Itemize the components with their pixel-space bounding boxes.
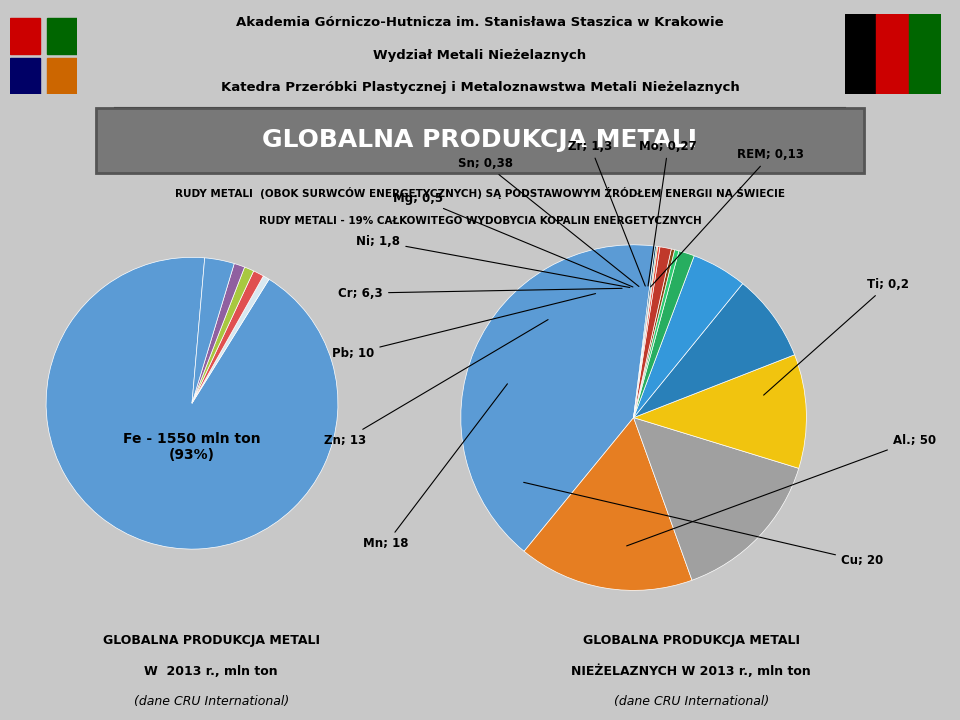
Wedge shape — [634, 251, 694, 418]
Text: Zr; 1,3: Zr; 1,3 — [568, 140, 645, 286]
Text: Sn; 0,38: Sn; 0,38 — [458, 157, 639, 287]
Text: Al.; 50: Al.; 50 — [627, 433, 936, 546]
Wedge shape — [634, 284, 795, 418]
Wedge shape — [461, 245, 655, 552]
Text: Zn; 13: Zn; 13 — [324, 320, 548, 446]
Text: Mn; 18: Mn; 18 — [364, 384, 508, 550]
Text: RUDY METALI - 19% CAŁKOWITEGO WYDOBYCIA KOPALIN ENERGETYCZNYCH: RUDY METALI - 19% CAŁKOWITEGO WYDOBYCIA … — [258, 216, 702, 226]
Text: Ti; 0,2: Ti; 0,2 — [763, 278, 909, 395]
Wedge shape — [46, 257, 338, 549]
Text: NIEŻELAZNYCH W 2013 r., mln ton: NIEŻELAZNYCH W 2013 r., mln ton — [571, 665, 811, 678]
Bar — [876, 14, 909, 94]
Text: GLOBALNA PRODUKCJA METALI: GLOBALNA PRODUKCJA METALI — [583, 634, 800, 647]
Wedge shape — [192, 258, 234, 403]
Wedge shape — [192, 276, 269, 403]
Text: Cr; 6,3: Cr; 6,3 — [339, 287, 622, 300]
Wedge shape — [634, 355, 806, 468]
Bar — [47, 18, 77, 54]
Text: Mo; 0,27: Mo; 0,27 — [639, 140, 697, 286]
Text: REM; 0,13: REM; 0,13 — [651, 148, 804, 287]
Text: GLOBALNA PRODUKCJA METALI: GLOBALNA PRODUKCJA METALI — [262, 128, 698, 153]
Wedge shape — [634, 250, 679, 418]
Bar — [47, 58, 77, 94]
Text: Ni; 1,8: Ni; 1,8 — [356, 235, 630, 287]
Wedge shape — [634, 249, 675, 418]
Bar — [845, 14, 876, 94]
Text: Fe - 1550 mln ton
(93%): Fe - 1550 mln ton (93%) — [123, 432, 261, 462]
Bar — [909, 14, 941, 94]
Wedge shape — [192, 264, 245, 403]
Wedge shape — [634, 247, 671, 418]
Wedge shape — [192, 267, 253, 403]
Text: (dane CRU International): (dane CRU International) — [613, 695, 769, 708]
Text: GLOBALNA PRODUKCJA METALI: GLOBALNA PRODUKCJA METALI — [103, 634, 320, 647]
Wedge shape — [634, 246, 657, 418]
Wedge shape — [634, 246, 658, 418]
Wedge shape — [524, 418, 692, 590]
Text: Cu; 20: Cu; 20 — [523, 482, 883, 567]
Text: Mg; 0,5: Mg; 0,5 — [394, 192, 633, 287]
Text: Akademia Górniczo-Hutnicza im. Stanisława Staszica w Krakowie: Akademia Górniczo-Hutnicza im. Stanisław… — [236, 17, 724, 30]
Text: RUDY METALI  (OBOK SURWCÓW ENERGETYCZNYCH) SĄ PODSTAWOWYM ŹRÓDŁEM ENERGII NA ŚWI: RUDY METALI (OBOK SURWCÓW ENERGETYCZNYCH… — [175, 187, 785, 199]
Bar — [10, 58, 40, 94]
Wedge shape — [634, 418, 799, 580]
Text: Wydział Metali Nieżelaznych: Wydział Metali Nieżelaznych — [373, 49, 587, 62]
FancyBboxPatch shape — [96, 108, 864, 173]
Text: Pb; 10: Pb; 10 — [332, 294, 595, 360]
Text: W  2013 r., mln ton: W 2013 r., mln ton — [144, 665, 278, 678]
Text: (dane CRU International): (dane CRU International) — [133, 695, 289, 708]
Wedge shape — [634, 246, 660, 418]
Text: Katedra Przeróbki Plastycznej i Metaloznawstwa Metali Nieżelaznych: Katedra Przeróbki Plastycznej i Metalozn… — [221, 81, 739, 94]
Bar — [10, 18, 40, 54]
Wedge shape — [192, 271, 263, 403]
Wedge shape — [634, 256, 743, 418]
